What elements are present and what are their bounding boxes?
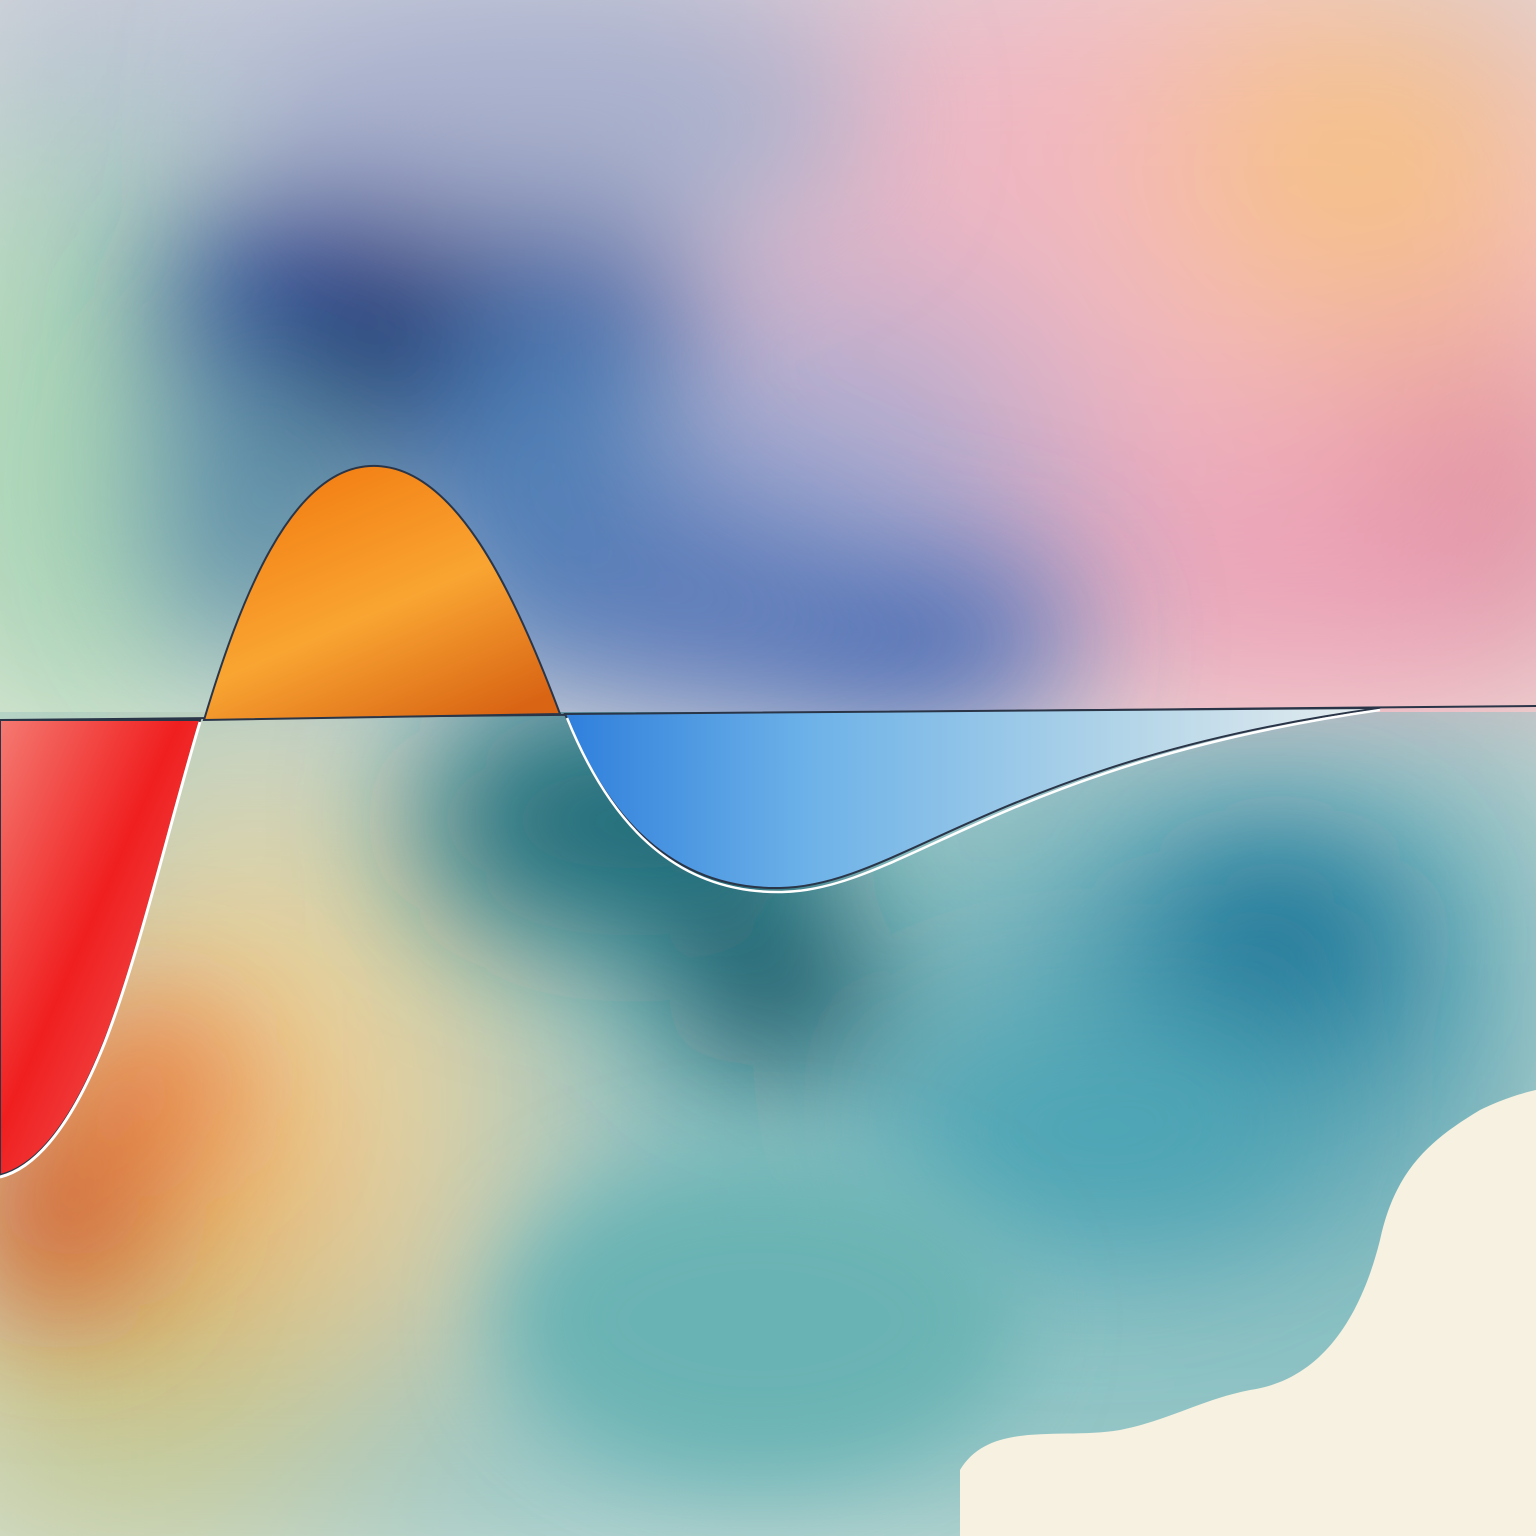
orange-crest — [202, 464, 562, 722]
paper-patch — [960, 1090, 1536, 1536]
blue-cloud — [150, 10, 1080, 720]
red-trough-highlight — [0, 721, 202, 1179]
blue-trough-highlight — [565, 708, 1381, 894]
